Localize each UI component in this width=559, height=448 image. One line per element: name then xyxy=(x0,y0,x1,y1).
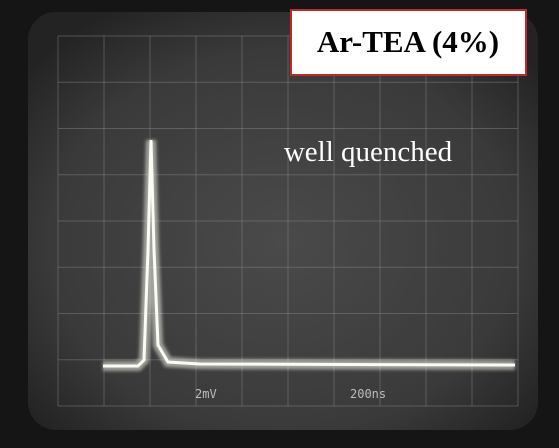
time-readout: 200ns xyxy=(350,387,386,401)
oscilloscope-photo: 2mV 200ns Ar-TEA (4%) well quenched xyxy=(0,0,559,448)
note-label: well quenched xyxy=(284,136,453,168)
volts-readout: 2mV xyxy=(195,387,217,401)
title-label: Ar-TEA (4%) xyxy=(317,24,499,59)
photo: 2mV 200ns Ar-TEA (4%) well quenched xyxy=(0,0,559,448)
